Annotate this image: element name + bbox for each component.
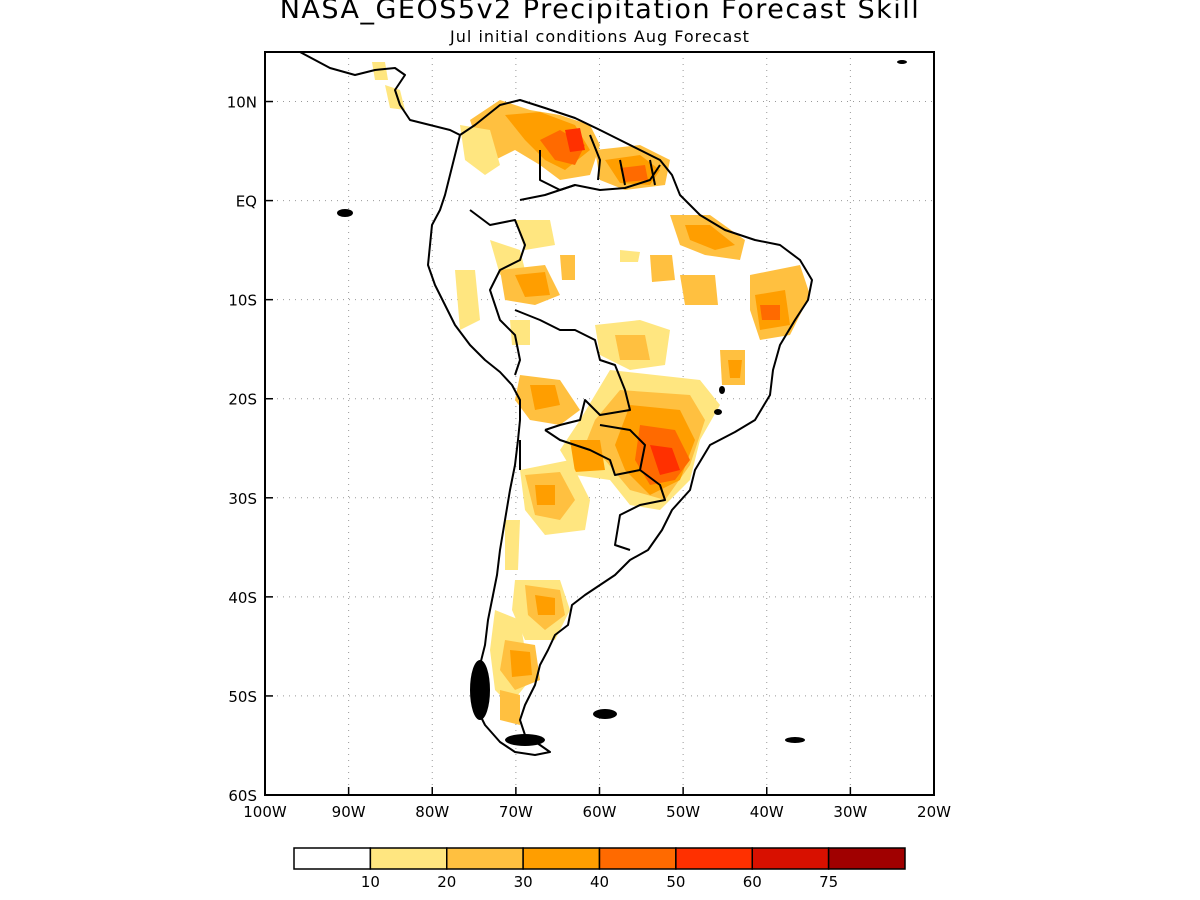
colorbar-swatch <box>598 847 677 870</box>
colorbar-label: 20 <box>437 873 456 891</box>
lon-tick-label: 80W <box>415 803 449 821</box>
lat-tick-label: 10S <box>228 292 257 310</box>
lat-tick-label: 50S <box>228 688 257 706</box>
colorbar: 10 20 30 40 50 60 75 <box>293 847 906 891</box>
lat-tick-label: 40S <box>228 589 257 607</box>
lon-tick-label: 100W <box>243 803 287 821</box>
lat-tick-label: 20S <box>228 391 257 409</box>
lat-tick-label: EQ <box>236 193 257 211</box>
map-title: NASA_GEOS5v2 Precipitation Forecast Skil… <box>279 0 921 25</box>
lon-tick-label: 40W <box>750 803 784 821</box>
colorbar-swatch <box>369 847 448 870</box>
colorbar-label: 60 <box>743 873 762 891</box>
lon-tick-label: 20W <box>917 803 951 821</box>
colorbar-swatch <box>827 847 906 870</box>
map-subtitle: Jul initial conditions Aug Forecast <box>450 27 750 46</box>
lon-tick-label: 90W <box>332 803 366 821</box>
skill-shading <box>372 62 810 725</box>
lat-tick-label: 30S <box>228 490 257 508</box>
lat-tick-label: 10N <box>227 94 257 112</box>
colorbar-label: 40 <box>590 873 609 891</box>
colorbar-swatch <box>293 847 372 870</box>
lon-tick-label: 60W <box>583 803 617 821</box>
colorbar-label: 75 <box>819 873 838 891</box>
coastlines <box>299 52 813 756</box>
colorbar-label: 10 <box>361 873 380 891</box>
lon-tick-label: 30W <box>833 803 867 821</box>
colorbar-swatch <box>751 847 830 870</box>
colorbar-swatch <box>675 847 753 870</box>
lon-tick-label: 70W <box>499 803 533 821</box>
colorbar-swatch <box>446 847 524 870</box>
lat-tick-labels: 10N EQ 10S 20S 30S 40S 50S 60S <box>227 94 257 805</box>
colorbar-label: 50 <box>666 873 685 891</box>
colorbar-label: 30 <box>514 873 533 891</box>
lat-tick-label: 60S <box>228 787 257 805</box>
lon-tick-label: 50W <box>666 803 700 821</box>
colorbar-swatch <box>522 847 601 870</box>
lon-tick-labels: 100W 90W 80W 70W 60W 50W 40W 30W 20W <box>243 803 951 821</box>
islands <box>337 60 907 746</box>
axis-ticks <box>264 100 935 796</box>
